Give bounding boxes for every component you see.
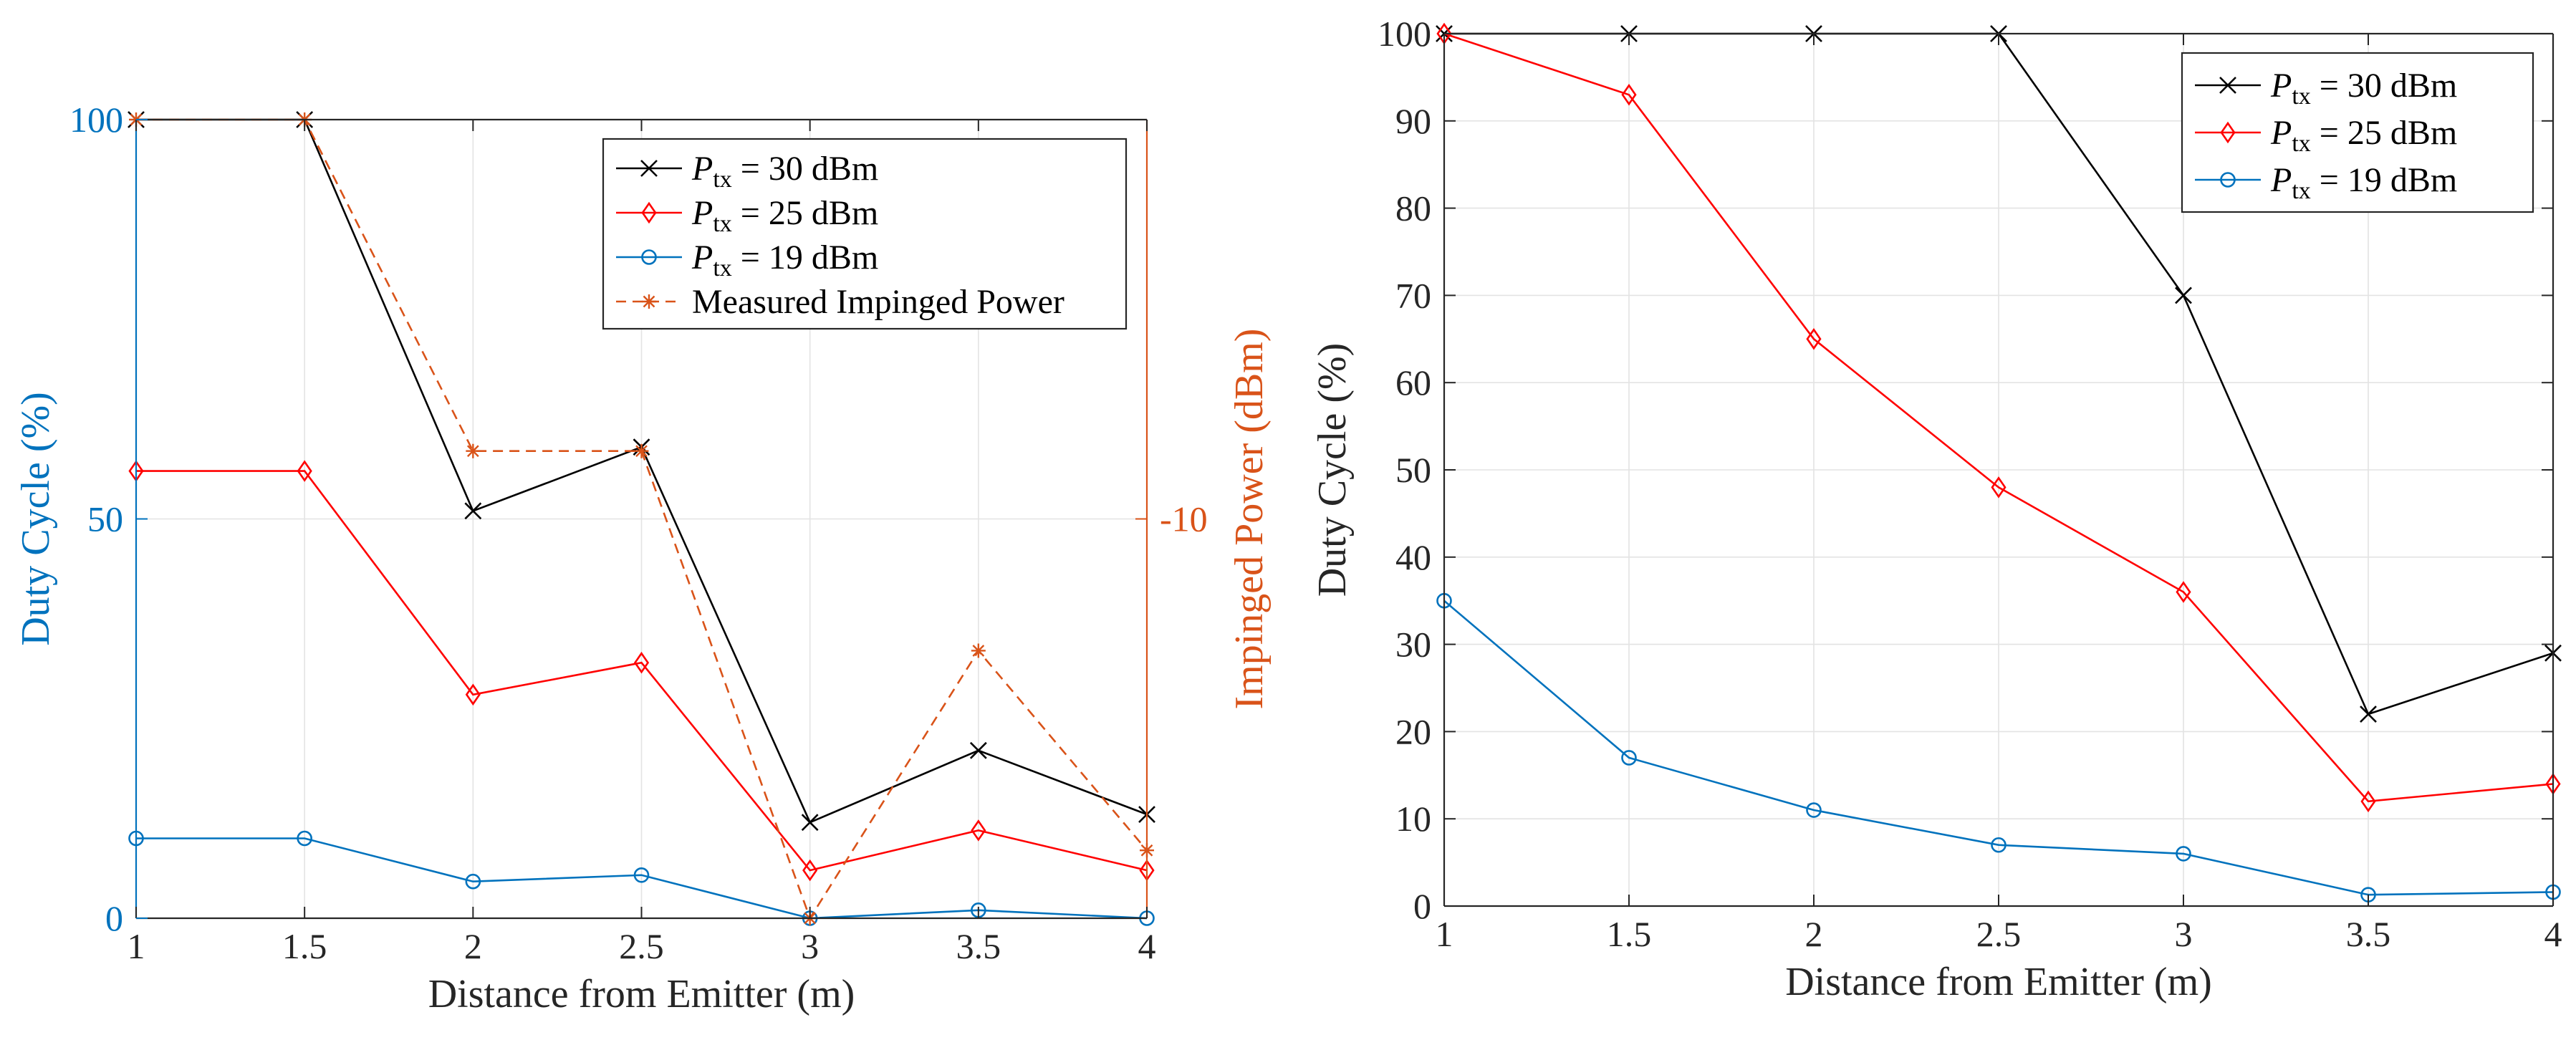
legend-marker-3: [642, 294, 656, 309]
x-tick-label: 3.5: [2346, 914, 2391, 954]
data-point-2: [465, 873, 481, 890]
y-tick-label: 80: [1395, 188, 1431, 228]
legend-marker-2: [2220, 172, 2236, 188]
x-tick-label: 4: [2544, 914, 2562, 954]
legend-label-1: Ptx = 25 dBm: [691, 194, 878, 237]
y-axis-label-right: Impinged Power (dBm): [1227, 329, 1272, 710]
y-axis-label: Duty Cycle (%): [14, 392, 58, 646]
data-point-2: [1991, 837, 2007, 853]
y-tick-label: 0: [1413, 886, 1431, 926]
y-tick-label: 100: [1378, 14, 1431, 54]
data-point-1: [465, 683, 481, 706]
legend-label-3: Measured Impinged Power: [692, 283, 1064, 321]
legend-label-2: Ptx = 19 dBm: [2270, 161, 2457, 204]
y-tick-label: 0: [105, 898, 123, 938]
y-tick-label: 90: [1395, 101, 1431, 141]
x-tick-label: 1: [128, 926, 145, 966]
legend-box: [602, 138, 1128, 330]
y-tick-label: 40: [1395, 537, 1431, 577]
legend-marker-1: [641, 201, 657, 224]
y-axis-label: Duty Cycle (%): [1310, 343, 1355, 597]
y-tick-label: 10: [1395, 799, 1431, 839]
legend-marker-2: [641, 249, 657, 265]
y-tick-label: 50: [1395, 450, 1431, 490]
y-tick-label: 100: [69, 100, 123, 140]
x-tick-label: 3: [2175, 914, 2193, 954]
x-tick-label: 3.5: [956, 926, 1001, 966]
data-point-2: [1806, 802, 1822, 818]
y-tick-label: 50: [87, 499, 123, 539]
x-tick-label: 1.5: [282, 926, 327, 966]
data-point-2: [633, 867, 650, 883]
legend-box: [2181, 52, 2534, 213]
x-tick-label: 1: [1436, 914, 1453, 954]
series-line-1: [136, 470, 1148, 872]
data-point-0: [464, 502, 482, 520]
y-right-tick-label: -10: [1160, 499, 1208, 539]
data-point-0: [969, 741, 987, 759]
x-tick-label: 4: [1138, 926, 1156, 966]
data-point-3: [634, 443, 649, 458]
data-point-1: [633, 651, 650, 674]
legend-label-1: Ptx = 25 dBm: [2270, 114, 2457, 157]
x-tick-label: 2: [464, 926, 482, 966]
legend-marker-0: [640, 160, 658, 177]
legend-label-0: Ptx = 30 dBm: [2270, 67, 2457, 110]
data-point-1: [2176, 581, 2191, 603]
x-tick-label: 2.5: [619, 926, 664, 966]
legend-marker-0: [2219, 77, 2236, 94]
data-point-3: [466, 443, 481, 458]
data-point-1: [1806, 328, 1822, 350]
data-point-1: [2360, 790, 2376, 813]
series-line-1: [1443, 32, 2554, 803]
y-tick-label: 60: [1395, 362, 1431, 403]
data-point-2: [2176, 846, 2191, 862]
legend-marker-1: [2220, 121, 2236, 144]
y-tick-label: 30: [1395, 625, 1431, 665]
x-tick-label: 2.5: [1976, 914, 2022, 954]
x-tick-label: 3: [801, 926, 819, 966]
data-point-3: [971, 643, 986, 658]
y-tick-label: 70: [1395, 275, 1431, 315]
data-point-1: [1621, 83, 1637, 106]
x-axis-label: Distance from Emitter (m): [1785, 960, 2212, 1004]
data-point-2: [297, 830, 312, 847]
x-tick-label: 2: [1805, 914, 1823, 954]
data-point-0: [2360, 706, 2377, 723]
legend-label-0: Ptx = 30 dBm: [691, 150, 878, 193]
x-tick-label: 1.5: [1607, 914, 1652, 954]
data-point-0: [2175, 287, 2192, 304]
data-point-1: [971, 819, 986, 842]
data-point-0: [801, 814, 819, 832]
right-chart: 1 1.5 2 2.5 3 3.5 40102030405060708090100Dista…: [1310, 14, 2562, 1004]
x-axis-label: Distance from Emitter (m): [428, 972, 855, 1016]
legend-label-2: Ptx = 19 dBm: [691, 239, 878, 281]
data-point-1: [297, 460, 312, 482]
y-tick-label: 20: [1395, 711, 1431, 751]
data-point-1: [1991, 476, 2007, 499]
data-point-1: [802, 859, 818, 882]
data-point-2: [1621, 750, 1637, 766]
left-chart: 1 1.5 2 2.5 3 3.5 4 0 50 100 -10 Distance from Emit…: [14, 100, 1272, 1016]
